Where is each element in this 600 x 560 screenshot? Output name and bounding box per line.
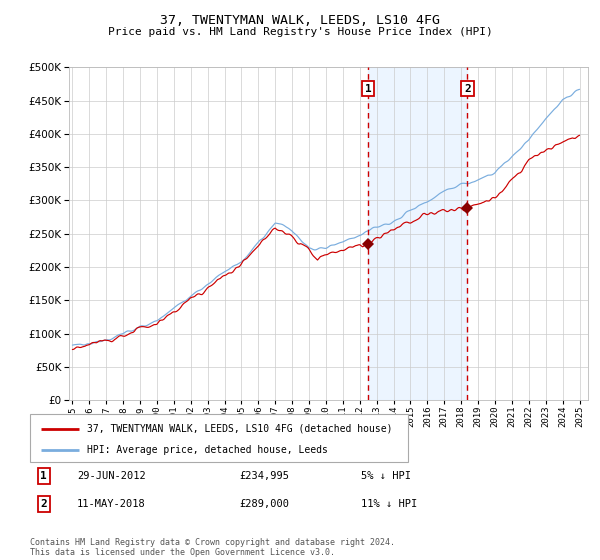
Text: 11-MAY-2018: 11-MAY-2018 [77,499,146,509]
Text: 1: 1 [365,83,371,94]
Text: Price paid vs. HM Land Registry's House Price Index (HPI): Price paid vs. HM Land Registry's House … [107,27,493,37]
Text: 1: 1 [40,471,47,481]
Bar [368,67,467,400]
Text: Contains HM Land Registry data © Crown copyright and database right 2024.
This d: Contains HM Land Registry data © Crown c… [30,538,395,557]
FancyBboxPatch shape [30,414,408,462]
Text: £289,000: £289,000 [240,499,290,509]
Text: HPI: Average price, detached house, Leeds: HPI: Average price, detached house, Leed… [87,445,328,455]
Text: 37, TWENTYMAN WALK, LEEDS, LS10 4FG (detached house): 37, TWENTYMAN WALK, LEEDS, LS10 4FG (det… [87,424,392,433]
Text: 2: 2 [40,499,47,509]
Text: 5% ↓ HPI: 5% ↓ HPI [361,471,411,481]
Text: 11% ↓ HPI: 11% ↓ HPI [361,499,418,509]
Text: 29-JUN-2012: 29-JUN-2012 [77,471,146,481]
Text: 2: 2 [464,83,471,94]
Text: 37, TWENTYMAN WALK, LEEDS, LS10 4FG: 37, TWENTYMAN WALK, LEEDS, LS10 4FG [160,14,440,27]
Text: £234,995: £234,995 [240,471,290,481]
